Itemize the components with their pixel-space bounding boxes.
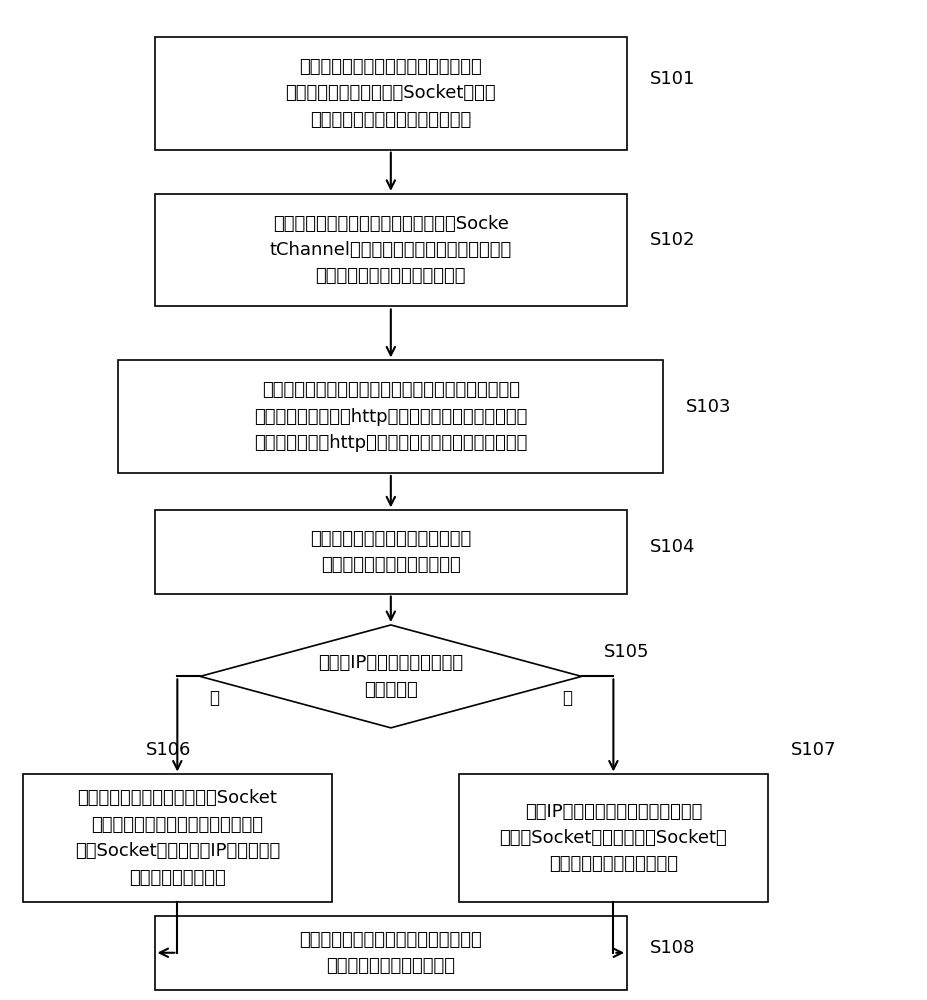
Text: 业务服务器通过原路径的通信方式将处
理结果数据包返回到客户端: 业务服务器通过原路径的通信方式将处 理结果数据包返回到客户端 — [299, 931, 482, 975]
Text: 客户端IP地址是否存在于存储
映射表中？: 客户端IP地址是否存在于存储 映射表中？ — [318, 654, 464, 699]
FancyBboxPatch shape — [459, 774, 768, 902]
Text: 第三端口通过连接通道接收到请求数据包后，建立与第
二服务器进行通信的http请求，将第二端口发送过来的
请求数据包通过http请求发送给第二服务器的第四端口: 第三端口通过连接通道接收到请求数据包后，建立与第 二服务器进行通信的http请求… — [254, 381, 527, 452]
Text: S107: S107 — [791, 741, 836, 759]
Text: 第二端口接收到请求数据包后，建立一Socke
tChannel使得第二端口与第一服务器的第三
端口之间建立不断开的连接通道: 第二端口接收到请求数据包后，建立一Socke tChannel使得第二端口与第一… — [270, 215, 512, 286]
FancyBboxPatch shape — [155, 510, 627, 594]
Text: S105: S105 — [604, 643, 650, 661]
Text: S106: S106 — [146, 741, 191, 759]
Text: 建立一个新的与业务服务器的Socket
连接，发送接收到的请求数据包，并
将该Socket连接信息以IP地址为主键
存储在存储映射表中: 建立一个新的与业务服务器的Socket 连接，发送接收到的请求数据包，并 将该S… — [75, 790, 280, 887]
Text: 通过IP地址从存储映射表中取得已经
存在的Socket连接，通过该Socket连
接发送接收到的请求数据包: 通过IP地址从存储映射表中取得已经 存在的Socket连接，通过该Socket连… — [500, 803, 728, 874]
Polygon shape — [200, 625, 581, 728]
FancyBboxPatch shape — [23, 774, 332, 902]
Text: S108: S108 — [650, 939, 695, 957]
Text: 是: 是 — [563, 689, 573, 707]
Text: S103: S103 — [686, 398, 731, 416]
FancyBboxPatch shape — [119, 360, 664, 473]
Text: 第二服务器上已经建立存储映射表
，第四端口接收到请求数据包: 第二服务器上已经建立存储映射表 ，第四端口接收到请求数据包 — [311, 530, 472, 574]
Text: S104: S104 — [650, 538, 695, 556]
FancyBboxPatch shape — [155, 37, 627, 150]
FancyBboxPatch shape — [155, 916, 627, 990]
Text: S101: S101 — [650, 70, 695, 88]
Text: 否: 否 — [210, 689, 219, 707]
Text: 第一服务器的第一端口接收客户端发起
的请求，将请求数据包以Socket通信的
方式发送给第一服务器的第二端口: 第一服务器的第一端口接收客户端发起 的请求，将请求数据包以Socket通信的 方… — [286, 58, 496, 129]
Text: S102: S102 — [650, 231, 695, 249]
FancyBboxPatch shape — [155, 194, 627, 306]
